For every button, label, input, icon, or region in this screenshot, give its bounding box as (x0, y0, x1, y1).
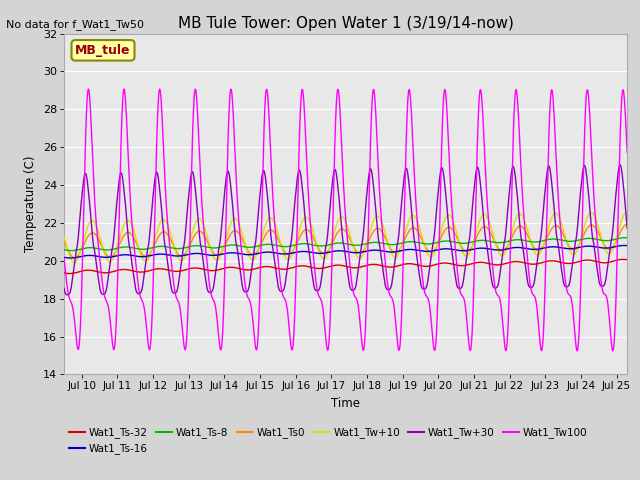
Wat1_Tw100 (609, 348, 616, 354)
Wat1_Ts-16 (481, 245, 488, 251)
Title: MB Tule Tower: Open Water 1 (3/19/14-now): MB Tule Tower: Open Water 1 (3/19/14-now… (178, 16, 513, 31)
Text: MB_tule: MB_tule (76, 44, 131, 57)
Wat1_Ts0 (426, 249, 434, 255)
Wat1_Ts0 (71, 255, 79, 261)
Wat1_Tw100 (60, 255, 68, 261)
Wat1_Ts-8 (398, 240, 406, 246)
Wat1_Tw+10 (623, 209, 631, 215)
Wat1_Ts-8 (275, 243, 283, 249)
Wat1_Ts-8 (60, 247, 68, 252)
Wat1_Ts-16 (426, 248, 434, 254)
Wat1_Tw+30 (275, 287, 283, 293)
Line: Wat1_Tw+10: Wat1_Tw+10 (64, 212, 627, 263)
Wat1_Ts-16 (623, 243, 631, 249)
Wat1_Ts-8 (426, 241, 434, 247)
Line: Wat1_Ts0: Wat1_Ts0 (64, 224, 627, 258)
Wat1_Ts-16 (620, 242, 628, 248)
Wat1_Ts-16 (275, 251, 283, 256)
Wat1_Tw+10 (398, 241, 406, 247)
Line: Wat1_Ts-16: Wat1_Ts-16 (64, 245, 627, 258)
Wat1_Tw+30 (63, 292, 71, 298)
Wat1_Ts-32 (66, 271, 74, 276)
Line: Wat1_Ts-32: Wat1_Ts-32 (64, 259, 627, 274)
Wat1_Ts-8 (621, 235, 628, 240)
Line: Wat1_Ts-8: Wat1_Ts-8 (64, 238, 627, 251)
Wat1_Ts-32 (398, 262, 406, 268)
Wat1_Ts-32 (275, 266, 283, 272)
Wat1_Ts0 (60, 239, 68, 245)
Wat1_Ts-32 (60, 270, 68, 276)
Wat1_Tw100 (398, 304, 406, 310)
Wat1_Tw+30 (481, 225, 488, 230)
Wat1_Ts-32 (619, 256, 627, 262)
Wat1_Tw+10 (524, 226, 531, 231)
Wat1_Ts-16 (398, 248, 406, 253)
Wat1_Ts0 (623, 221, 631, 227)
Wat1_Ts-8 (67, 248, 75, 253)
Y-axis label: Temperature (C): Temperature (C) (24, 156, 37, 252)
Wat1_Tw+30 (524, 276, 531, 282)
Wat1_Tw+10 (60, 234, 68, 240)
Wat1_Tw+30 (616, 162, 624, 168)
Wat1_Ts-32 (481, 260, 488, 265)
Wat1_Tw+10 (426, 254, 434, 260)
Line: Wat1_Tw+30: Wat1_Tw+30 (64, 165, 627, 295)
Wat1_Tw+30 (60, 285, 68, 291)
Wat1_Tw+30 (623, 226, 631, 231)
Wat1_Tw100 (524, 252, 531, 258)
Legend: Wat1_Ts-32, Wat1_Ts-16, Wat1_Ts-8, Wat1_Ts0, Wat1_Tw+10, Wat1_Tw+30, Wat1_Tw100: Wat1_Ts-32, Wat1_Ts-16, Wat1_Ts-8, Wat1_… (69, 427, 588, 455)
Wat1_Tw+30 (398, 196, 406, 202)
Wat1_Ts-8 (163, 244, 170, 250)
Wat1_Ts-8 (481, 238, 488, 243)
Wat1_Tw100 (426, 310, 434, 315)
Wat1_Tw+10 (163, 219, 170, 225)
Wat1_Ts0 (398, 242, 406, 248)
Wat1_Tw100 (275, 269, 283, 275)
X-axis label: Time: Time (331, 397, 360, 410)
Wat1_Ts0 (163, 230, 170, 236)
Wat1_Tw+10 (623, 209, 630, 215)
Wat1_Tw100 (623, 149, 631, 155)
Wat1_Ts0 (524, 231, 531, 237)
Wat1_Ts-32 (163, 267, 170, 273)
Wat1_Ts0 (275, 239, 283, 244)
Wat1_Tw+10 (70, 260, 78, 265)
Wat1_Ts-16 (163, 252, 170, 257)
Wat1_Ts-16 (60, 254, 68, 260)
Text: No data for f_Wat1_Tw50: No data for f_Wat1_Tw50 (6, 19, 145, 30)
Wat1_Tw+30 (426, 260, 434, 265)
Wat1_Ts-8 (524, 238, 531, 244)
Wat1_Ts-16 (67, 255, 74, 261)
Wat1_Ts-8 (623, 235, 631, 240)
Wat1_Tw100 (163, 204, 170, 209)
Wat1_Ts-16 (524, 246, 531, 252)
Wat1_Ts-32 (524, 261, 531, 266)
Wat1_Tw100 (481, 144, 488, 150)
Wat1_Tw+10 (275, 236, 283, 241)
Line: Wat1_Tw100: Wat1_Tw100 (64, 89, 627, 351)
Wat1_Tw100 (84, 86, 92, 92)
Wat1_Tw+10 (481, 212, 488, 217)
Wat1_Ts-32 (426, 263, 434, 269)
Wat1_Ts0 (481, 224, 488, 229)
Wat1_Ts-32 (623, 257, 631, 263)
Wat1_Tw+30 (163, 251, 170, 256)
